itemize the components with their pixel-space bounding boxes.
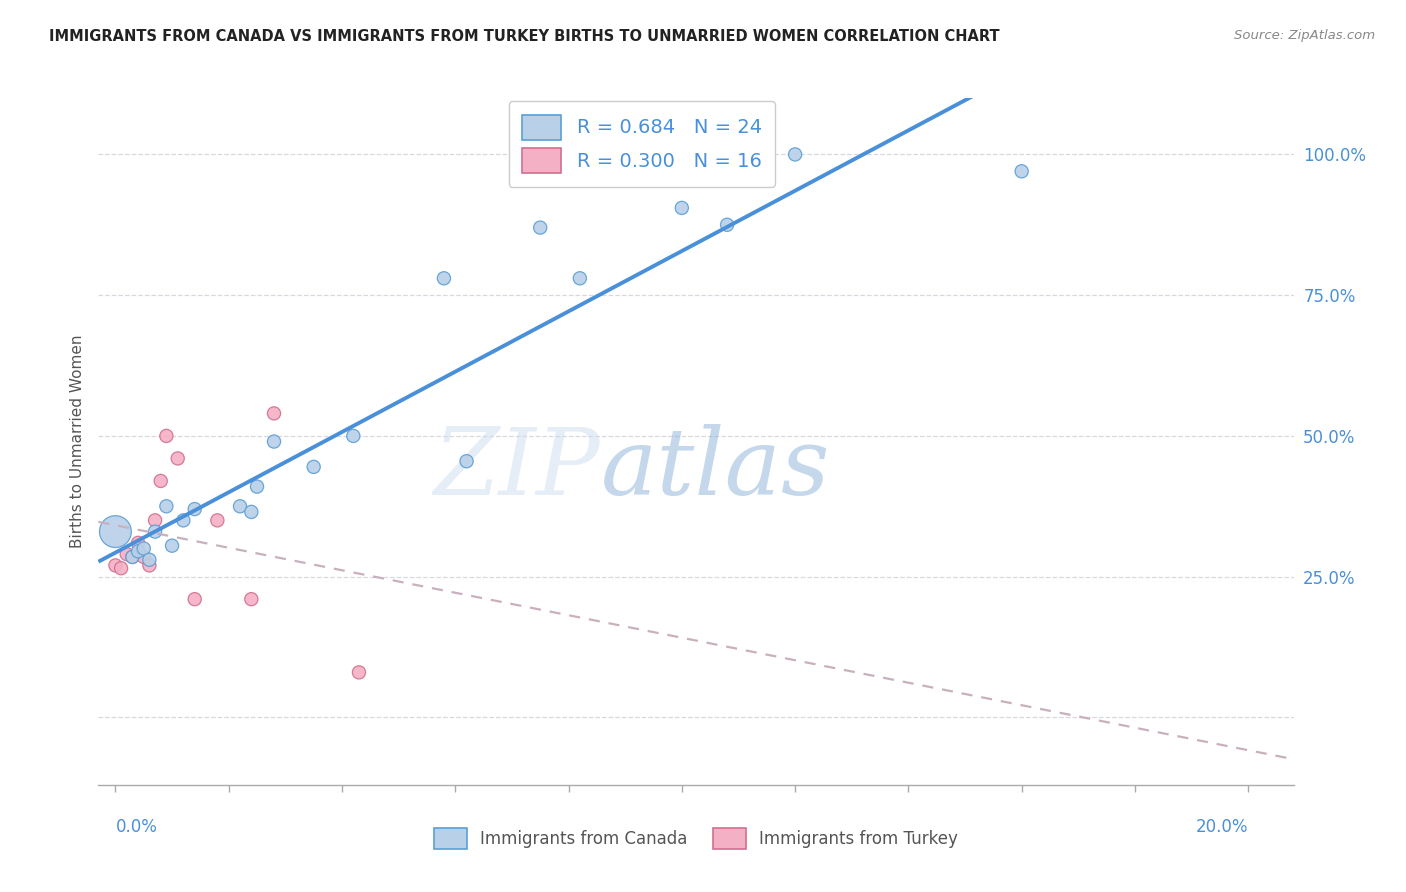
Point [183,502,205,516]
Point [166,451,188,466]
Point [240,505,263,519]
Text: ZIP: ZIP [433,424,600,514]
Point [104,524,127,539]
Point [127,536,149,550]
Point [138,558,160,573]
Point [143,524,166,539]
Point [183,592,205,607]
Point [671,201,693,215]
Point [132,549,155,564]
Point [155,429,177,443]
Point [263,434,285,449]
Text: Source: ZipAtlas.com: Source: ZipAtlas.com [1234,29,1375,42]
Point [347,665,370,680]
Point [783,147,806,161]
Point [342,429,364,443]
Point [110,561,132,575]
Point [529,220,551,235]
Point [121,549,143,564]
Point [240,592,263,607]
Point [456,454,478,468]
Text: atlas: atlas [600,424,830,514]
Point [104,558,127,573]
Point [433,271,456,285]
Point [115,547,138,561]
Point [1011,164,1033,178]
Legend: Immigrants from Canada, Immigrants from Turkey: Immigrants from Canada, Immigrants from … [427,821,965,855]
Point [138,553,160,567]
Point [149,474,172,488]
Point [143,513,166,527]
Point [207,513,229,527]
Point [155,500,177,514]
Point [172,513,194,527]
Point [246,479,269,493]
Point [716,218,738,232]
Text: IMMIGRANTS FROM CANADA VS IMMIGRANTS FROM TURKEY BIRTHS TO UNMARRIED WOMEN CORRE: IMMIGRANTS FROM CANADA VS IMMIGRANTS FRO… [49,29,1000,44]
Point [302,459,325,474]
Point [229,500,252,514]
Y-axis label: Births to Unmarried Women: Births to Unmarried Women [69,334,84,549]
Point [121,549,143,564]
Point [263,406,285,420]
Text: 20.0%: 20.0% [1195,818,1249,836]
Point [132,541,155,556]
Point [127,544,149,558]
Point [568,271,591,285]
Text: 0.0%: 0.0% [115,818,157,836]
Point [160,539,183,553]
